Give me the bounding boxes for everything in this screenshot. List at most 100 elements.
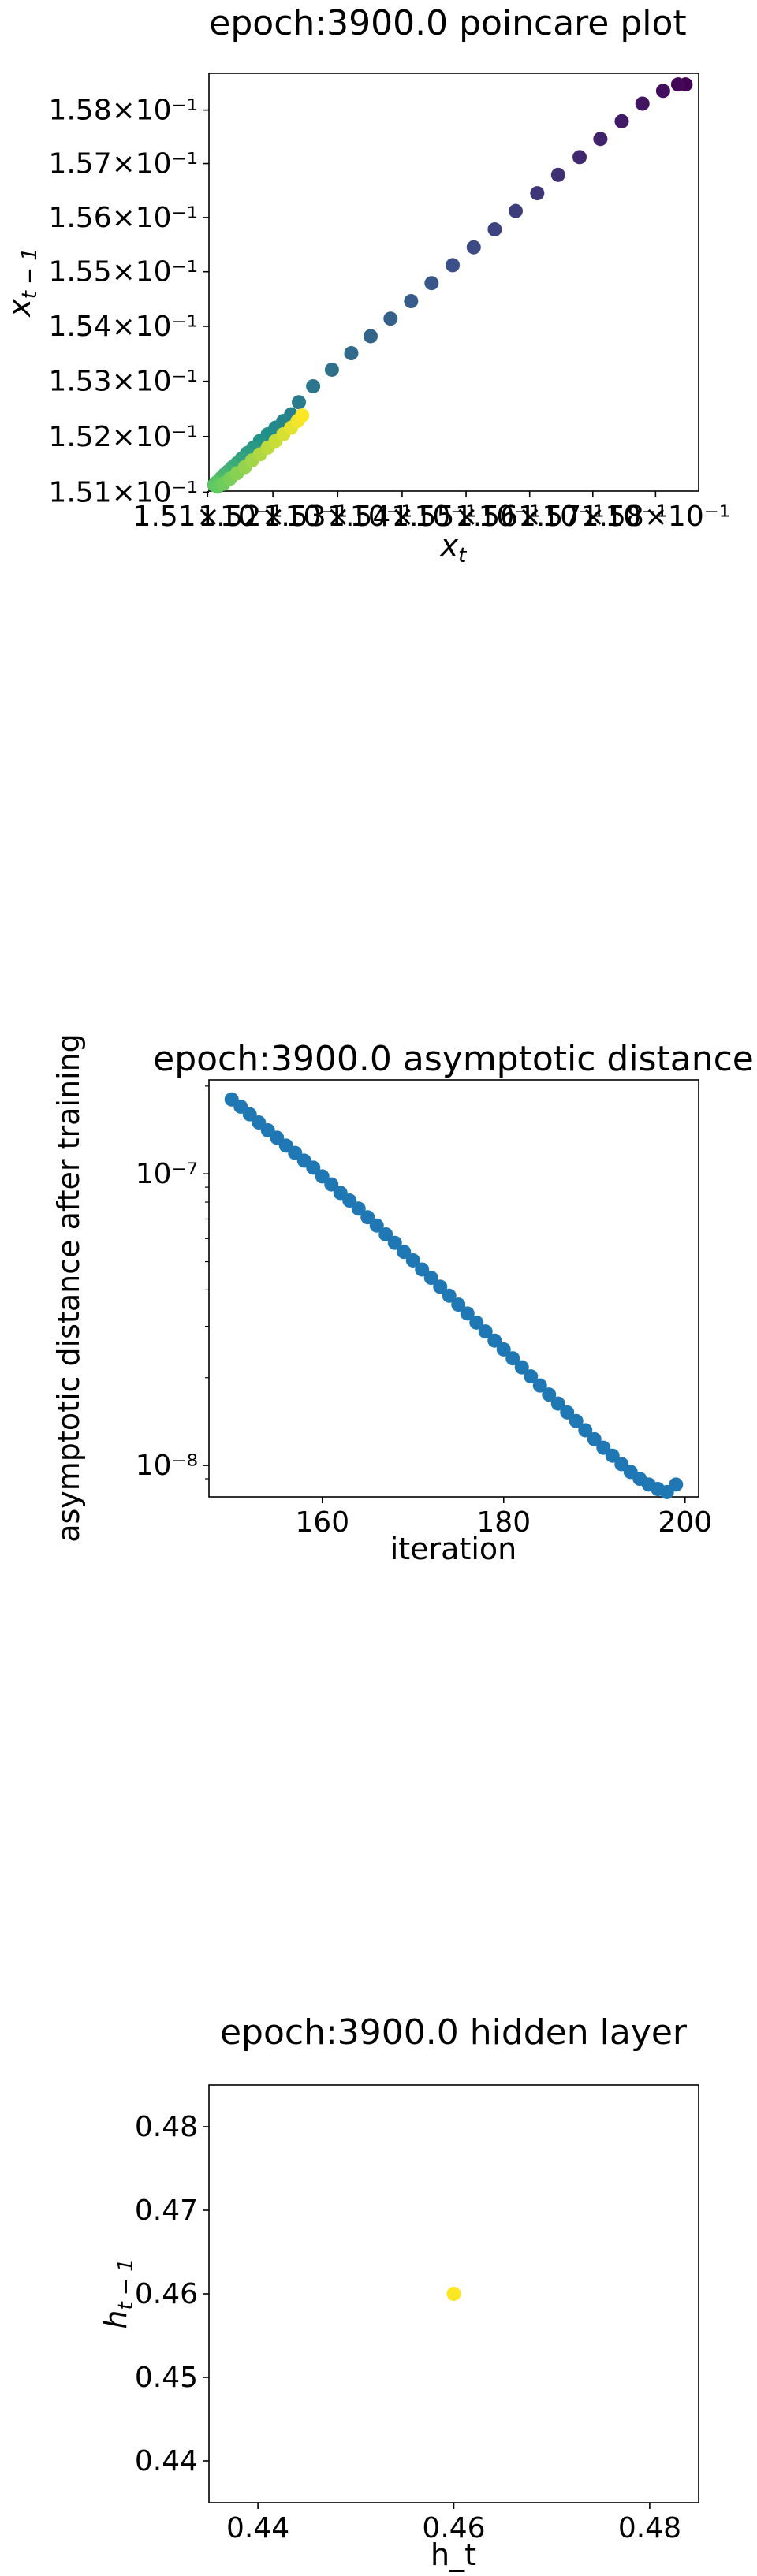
asymptotic-distance-point — [442, 1288, 457, 1303]
asymptotic-distance-point — [351, 1201, 366, 1216]
hidden-layer-y-tick-label: 0.45 — [135, 2362, 198, 2394]
asymptotic-distance-points — [224, 1092, 684, 1499]
poincare-y-tick-label: 1.51×10⁻¹ — [48, 476, 198, 508]
asymptotic-distance-point — [587, 1431, 602, 1446]
poincare-y-tick-label: 1.55×10⁻¹ — [48, 256, 198, 288]
poincare-point — [572, 150, 587, 165]
poincare-point — [614, 114, 629, 128]
poincare-point — [670, 77, 685, 92]
asymptotic-distance-point — [505, 1351, 520, 1366]
asymptotic-distance-point — [360, 1210, 375, 1225]
asymptotic-distance-x-tick-label: 200 — [658, 1506, 712, 1539]
poincare-point — [530, 186, 545, 201]
hidden-layer-y-axis-label: ht − 1 — [99, 2258, 138, 2328]
poincare-point — [635, 96, 650, 111]
asymptotic-distance-point — [514, 1360, 529, 1375]
asymptotic-distance-point — [369, 1218, 384, 1233]
asymptotic-distance-point — [242, 1107, 257, 1122]
poincare-y-tick-label: 1.57×10⁻¹ — [48, 148, 198, 181]
poincare-point — [508, 203, 523, 218]
asymptotic-distance-y-tick-label: 10⁻⁷ — [136, 1158, 198, 1190]
hidden-layer-y-tick-label: 0.47 — [135, 2194, 198, 2227]
poincare-y-tick-label: 1.58×10⁻¹ — [48, 95, 198, 127]
asymptotic-distance-point — [397, 1245, 412, 1260]
poincare-point — [295, 408, 310, 423]
asymptotic-distance-point — [460, 1306, 475, 1321]
poincare-y-tick-label: 1.53×10⁻¹ — [48, 366, 198, 398]
poincare-point — [324, 362, 339, 377]
poincare-point — [292, 395, 307, 410]
poincare-point — [383, 311, 398, 326]
asymptotic-distance-point — [415, 1262, 430, 1277]
poincare-plot-title: epoch:3900.0 poincare plot — [209, 3, 686, 43]
asymptotic-distance-y-ticks: 10⁻⁸ 10⁻⁷ — [136, 1085, 209, 1482]
asymptotic-distance-title: epoch:3900.0 asymptotic distance — [153, 1039, 754, 1079]
asymptotic-distance-point — [532, 1378, 547, 1393]
poincare-y-tick-label: 1.56×10⁻¹ — [48, 202, 198, 234]
hidden-layer-x-tick-label: 0.46 — [422, 2512, 485, 2544]
asymptotic-distance-x-ticks: 160 180 200 — [295, 1497, 712, 1539]
asymptotic-distance-point — [405, 1253, 420, 1268]
poincare-x-tick-label: 1.54×10⁻¹ — [327, 501, 477, 533]
poincare-point — [487, 222, 502, 237]
asymptotic-distance-point — [578, 1423, 593, 1438]
poincare-point — [593, 132, 608, 147]
asymptotic-distance-point — [487, 1333, 502, 1348]
asymptotic-distance-point — [423, 1271, 438, 1286]
poincare-plot-axes-frame — [208, 73, 699, 492]
poincare-y-ticks: 1.51×10⁻¹ 1.52×10⁻¹ 1.53×10⁻¹ 1.54×10⁻¹ 1.55… — [48, 95, 209, 508]
asymptotic-distance-point — [306, 1160, 321, 1175]
asymptotic-distance-point — [342, 1193, 357, 1208]
asymptotic-distance-point — [605, 1448, 620, 1463]
hidden-layer-x-axis-label: h_t — [431, 2537, 476, 2572]
poincare-x-tick-label: 1.56×10⁻¹ — [455, 501, 605, 533]
poincare-y-tick-label: 1.54×10⁻¹ — [48, 311, 198, 343]
asymptotic-distance-x-tick-label: 160 — [295, 1506, 349, 1539]
poincare-x-tick-label: 1.55×10⁻¹ — [391, 501, 541, 533]
asymptotic-distance-y-axis-label: asymptotic distance after training — [51, 1033, 86, 1543]
asymptotic-distance-point — [560, 1405, 575, 1420]
hidden-layer-point — [446, 2287, 461, 2301]
poincare-x-axis-label: xt — [440, 528, 468, 568]
asymptotic-distance-point — [469, 1315, 484, 1330]
asymptotic-distance-point — [524, 1369, 539, 1384]
poincare-x-tick-label: 1.52×10⁻¹ — [198, 501, 348, 533]
poincare-point — [466, 240, 481, 255]
hidden-layer-y-tick-label: 0.46 — [135, 2278, 198, 2310]
asymptotic-distance-point — [569, 1413, 584, 1428]
hidden-layer-x-ticks: 0.44 0.46 0.48 — [226, 2503, 681, 2544]
asymptotic-distance-point — [550, 1396, 565, 1411]
poincare-x-ticks: 1.51×10⁻¹1.52×10⁻¹1.53×10⁻¹1.54×10⁻¹1.55… — [133, 491, 731, 533]
poincare-point — [655, 84, 670, 99]
hidden-layer-y-tick-label: 0.44 — [135, 2445, 198, 2477]
poincare-x-tick-label: 1.57×10⁻¹ — [518, 501, 668, 533]
hidden-layer-y-ticks: 0.44 0.45 0.46 0.47 0.48 — [135, 2111, 209, 2477]
hidden-layer-panel: epoch:3900.0 hidden layer 0.44 0.46 0.48 0… — [99, 2012, 699, 2572]
asymptotic-distance-point — [669, 1477, 684, 1492]
asymptotic-distance-point — [387, 1235, 402, 1250]
hidden-layer-x-tick-label: 0.44 — [226, 2512, 289, 2544]
asymptotic-distance-panel: epoch:3900.0 asymptotic distance 160 180 2… — [51, 1033, 754, 1566]
hidden-layer-title: epoch:3900.0 hidden layer — [220, 2012, 688, 2053]
poincare-y-tick-label: 1.52×10⁻¹ — [48, 421, 198, 453]
poincare-x-tick-label: 1.58×10⁻¹ — [581, 501, 731, 533]
poincare-points — [207, 77, 693, 494]
poincare-point — [363, 329, 378, 344]
asymptotic-distance-x-tick-label: 180 — [476, 1506, 531, 1539]
asymptotic-distance-axes-frame — [208, 1079, 699, 1498]
asymptotic-distance-point — [433, 1279, 448, 1294]
hidden-layer-points — [446, 2287, 461, 2301]
poincare-y-axis-label: xt − 1 — [2, 248, 42, 318]
asymptotic-distance-point — [496, 1342, 511, 1357]
poincare-point — [550, 167, 565, 182]
asymptotic-distance-point — [324, 1177, 339, 1192]
hidden-layer-y-tick-label: 0.48 — [135, 2111, 198, 2143]
poincare-point — [404, 294, 419, 309]
poincare-point — [446, 258, 461, 273]
poincare-plot-panel: epoch:3900.0 poincare plot 1.51×10⁻¹1.52… — [2, 3, 730, 568]
poincare-point — [306, 378, 321, 393]
asymptotic-distance-point — [542, 1387, 557, 1402]
asymptotic-distance-y-tick-label: 10⁻⁸ — [136, 1450, 198, 1482]
poincare-x-tick-label: 1.53×10⁻¹ — [263, 501, 412, 533]
